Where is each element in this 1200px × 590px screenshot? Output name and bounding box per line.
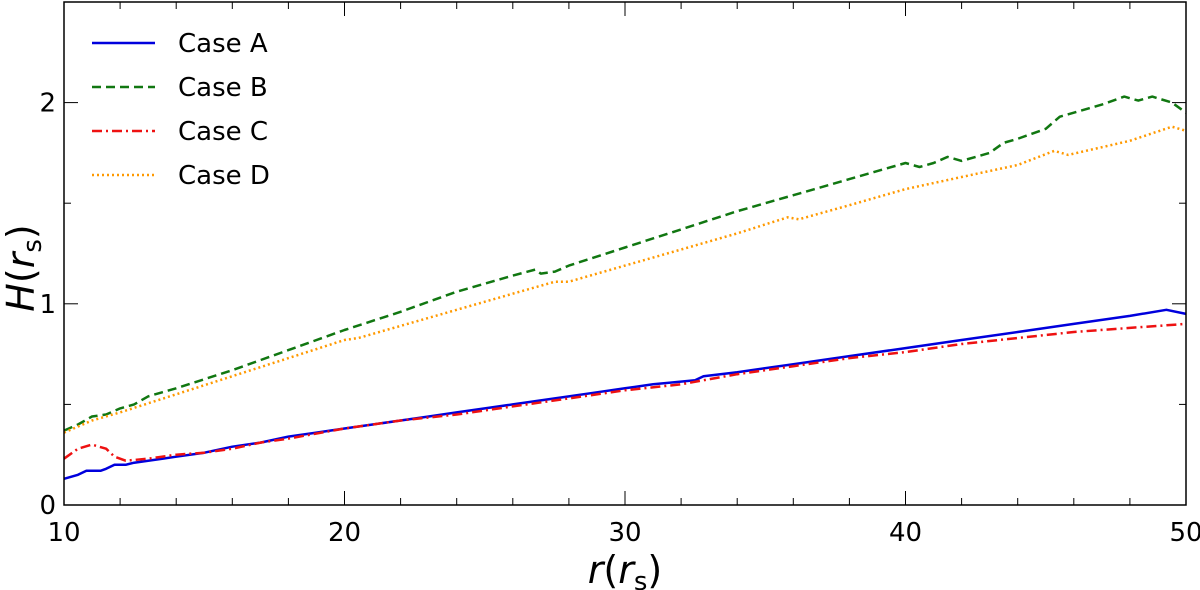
y-tick-label: 2 bbox=[39, 89, 56, 119]
legend-label: Case B bbox=[178, 73, 268, 103]
x-axis-label: r(rs) bbox=[588, 548, 662, 590]
legend-label: Case A bbox=[178, 29, 268, 59]
legend-label: Case C bbox=[178, 117, 268, 147]
y-axis-label: H(rs) bbox=[0, 224, 48, 311]
tick-labels: 10 20 30 40 50 0 1 2 bbox=[39, 89, 1200, 548]
y-tick-label: 0 bbox=[39, 491, 56, 521]
series-line-3 bbox=[63, 322, 1187, 462]
x-tick-label: 20 bbox=[328, 518, 361, 548]
series-line-4 bbox=[63, 125, 1187, 434]
series-line-1 bbox=[63, 308, 1187, 481]
axis-ticks bbox=[63, 1, 1187, 506]
legend-label: Case D bbox=[178, 161, 270, 191]
y-tick-label: 1 bbox=[39, 290, 56, 320]
x-tick-label: 10 bbox=[47, 518, 80, 548]
series-line-2 bbox=[63, 95, 1187, 432]
legend: Case A Case B Case C Case D bbox=[92, 29, 270, 191]
x-tick-label: 40 bbox=[889, 518, 922, 548]
series-lines bbox=[63, 95, 1187, 481]
x-tick-label: 50 bbox=[1169, 518, 1200, 548]
plot-frame bbox=[63, 1, 1187, 506]
x-tick-label: 30 bbox=[608, 518, 641, 548]
